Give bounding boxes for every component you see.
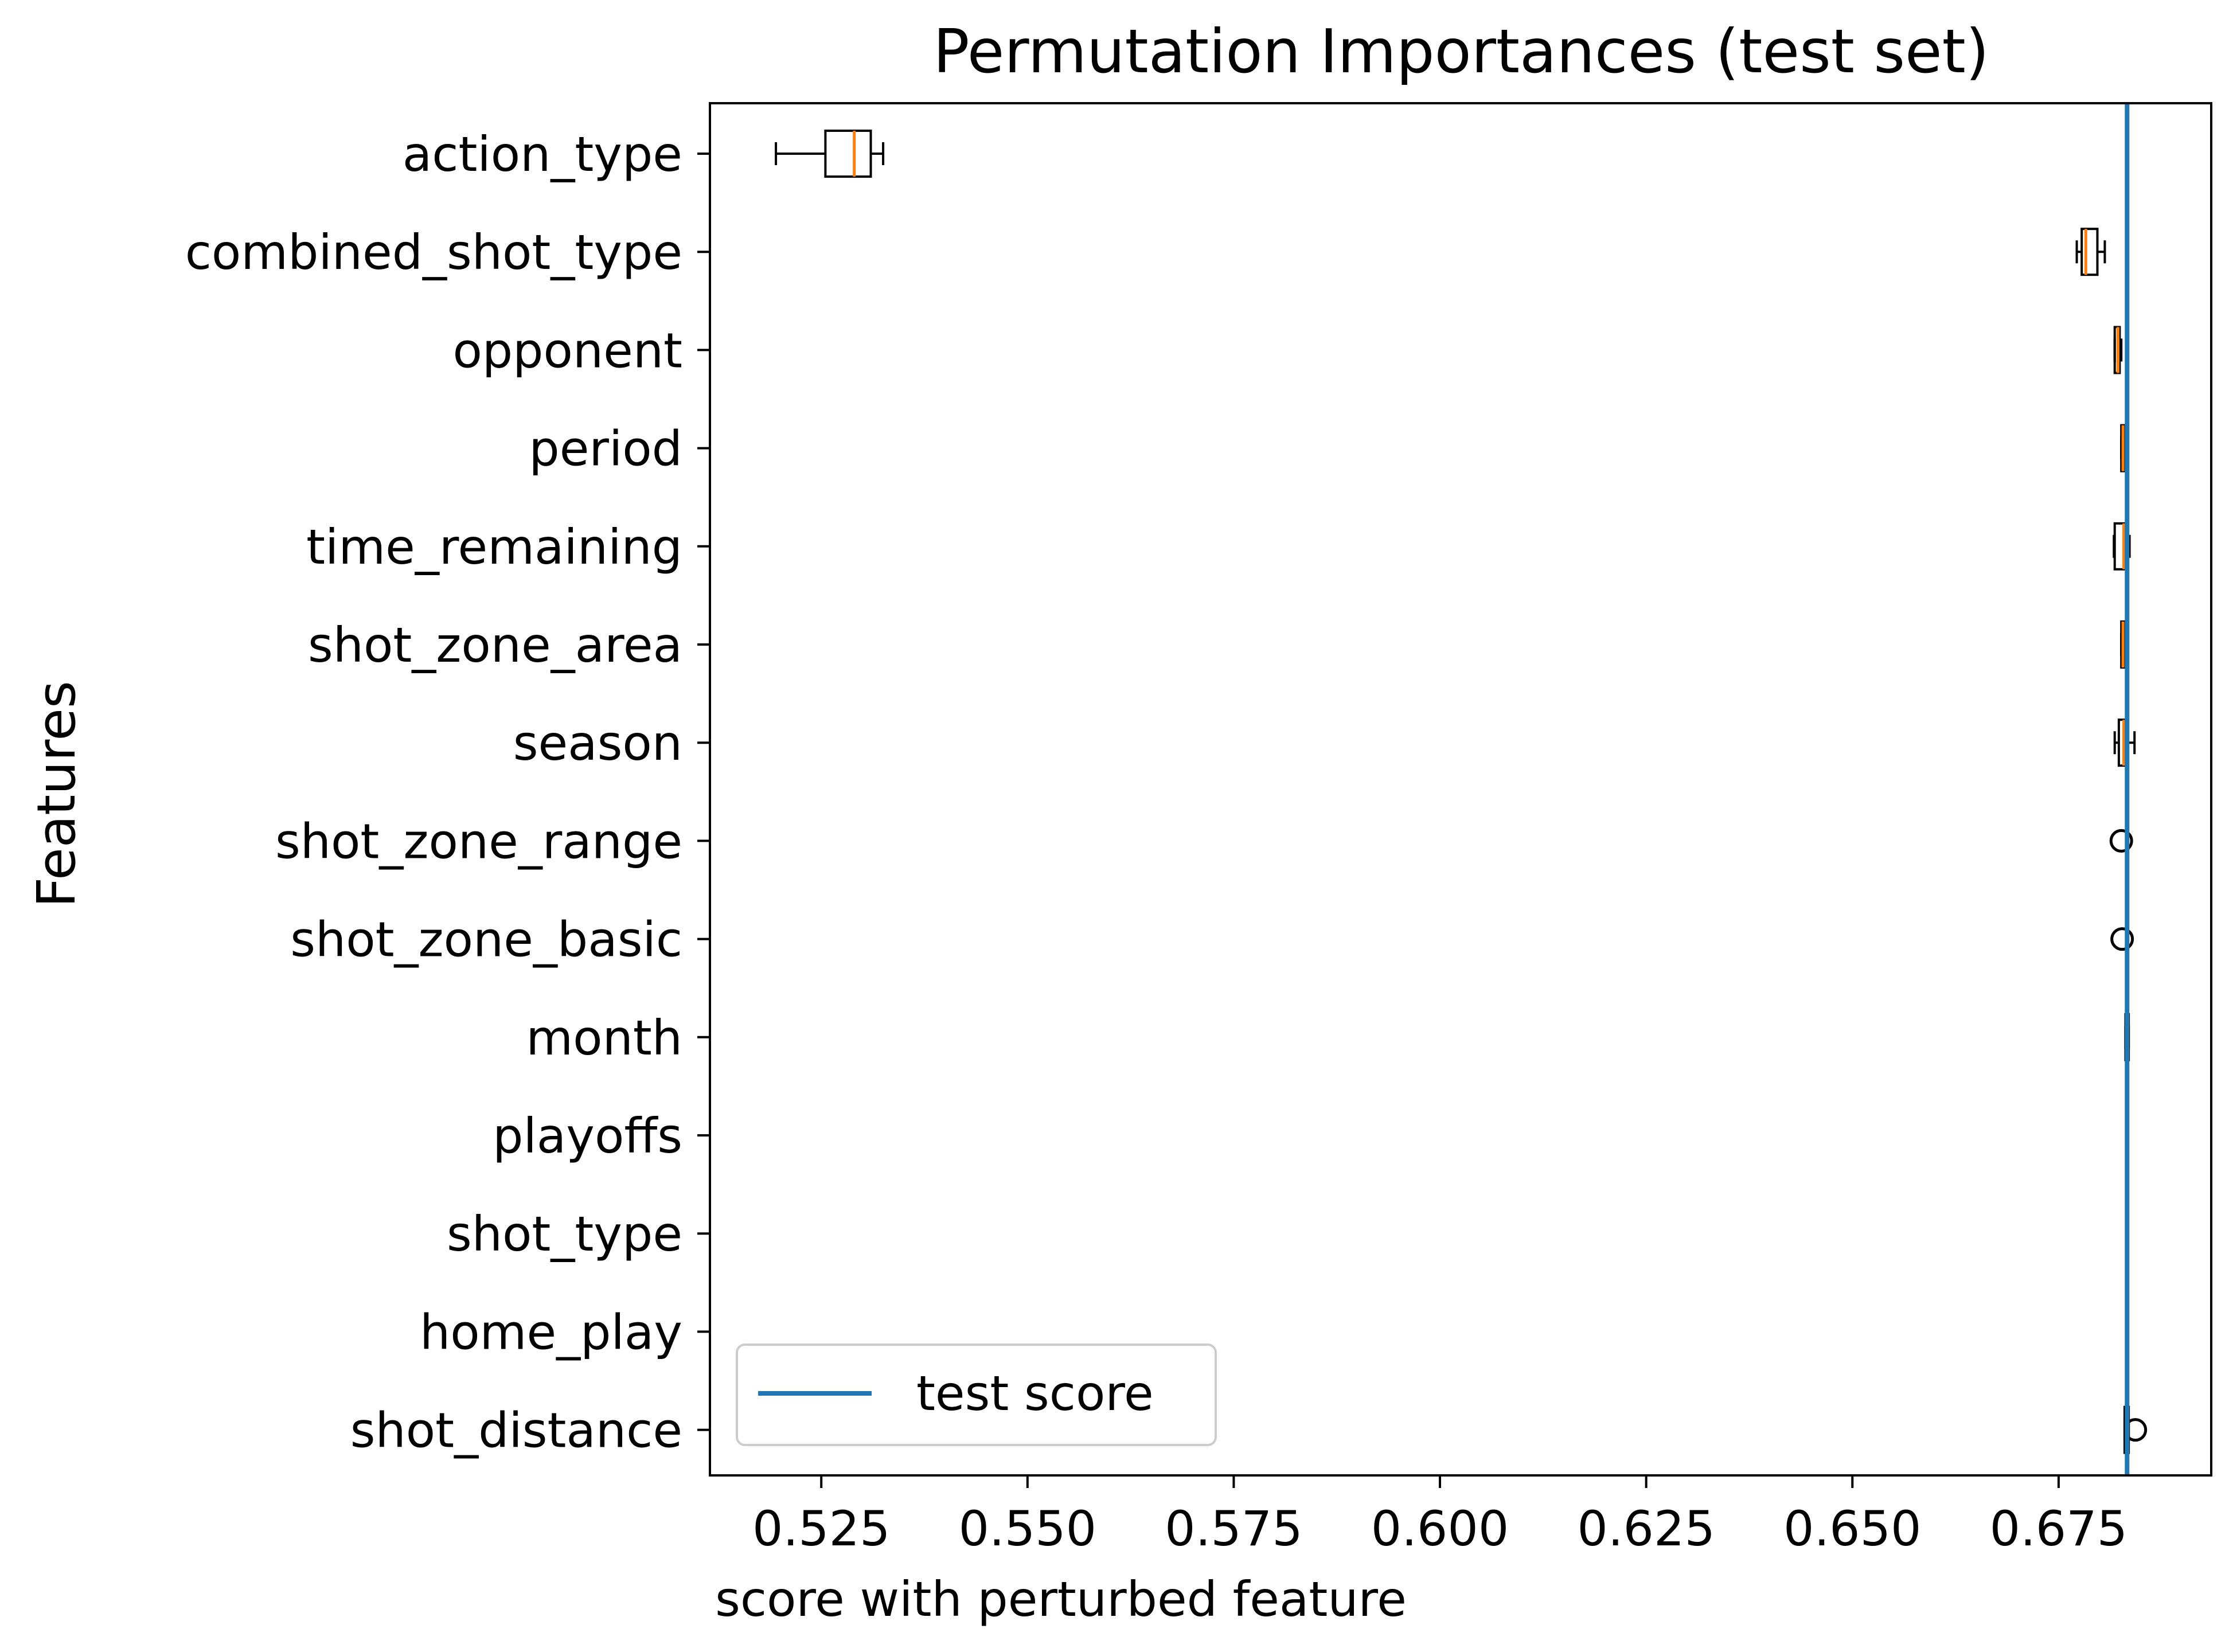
y-tick-label: shot_type (447, 1206, 682, 1262)
x-axis-label: score with perturbed feature (715, 1571, 1407, 1627)
iqr-box (2080, 228, 2099, 276)
box-action_type (775, 130, 885, 178)
y-tick-label: month (526, 1010, 682, 1066)
y-tick-label: shot_zone_range (275, 813, 682, 869)
y-tick-label: home_play (420, 1304, 682, 1360)
box-combined_shot_type (2075, 228, 2106, 276)
box-season (2113, 718, 2136, 767)
plot-marks (775, 103, 2148, 1475)
legend-box (736, 1344, 1217, 1446)
box-period (2120, 424, 2125, 472)
box-shot_zone_area (2120, 620, 2125, 669)
iqr-box (824, 130, 872, 178)
y-tick-label: time_remaining (306, 519, 682, 575)
y-tick-label: shot_distance (350, 1403, 682, 1459)
y-tick-label: playoffs (493, 1108, 682, 1164)
box-time_remaining (2113, 522, 2131, 571)
y-tick-label: opponent (452, 322, 682, 378)
y-tick-label: action_type (403, 126, 682, 182)
x-tick-label: 0.550 (959, 1501, 1096, 1557)
y-axis-ticks: action_type combined_shot_type opponent per… (185, 126, 710, 1459)
x-tick-label: 0.575 (1165, 1501, 1302, 1557)
outlier-point (2109, 829, 2133, 853)
x-tick-label: 0.600 (1371, 1501, 1509, 1557)
y-tick-label: period (529, 421, 682, 477)
legend-label: test score (916, 1365, 1154, 1421)
plot-frame (709, 102, 2212, 1477)
x-axis-ticks: 0.525 0.550 0.575 0.600 0.625 0.650 0.675 (752, 1475, 2127, 1557)
x-tick-label: 0.675 (1990, 1501, 2127, 1557)
x-tick-label: 0.525 (752, 1501, 890, 1557)
y-axis-label: Features (26, 681, 87, 908)
box-opponent (2113, 326, 2123, 374)
x-tick-label: 0.650 (1783, 1501, 1921, 1557)
y-tick-label: season (513, 715, 682, 771)
y-tick-label: shot_zone_area (308, 617, 682, 673)
y-tick-label: shot_zone_basic (290, 912, 682, 968)
x-tick-label: 0.625 (1577, 1501, 1715, 1557)
y-tick-label: combined_shot_type (185, 224, 682, 280)
outlier-point (2110, 927, 2134, 951)
legend: test score (736, 1344, 1217, 1446)
chart-title: Permutation Importances (test set) (933, 17, 1989, 87)
